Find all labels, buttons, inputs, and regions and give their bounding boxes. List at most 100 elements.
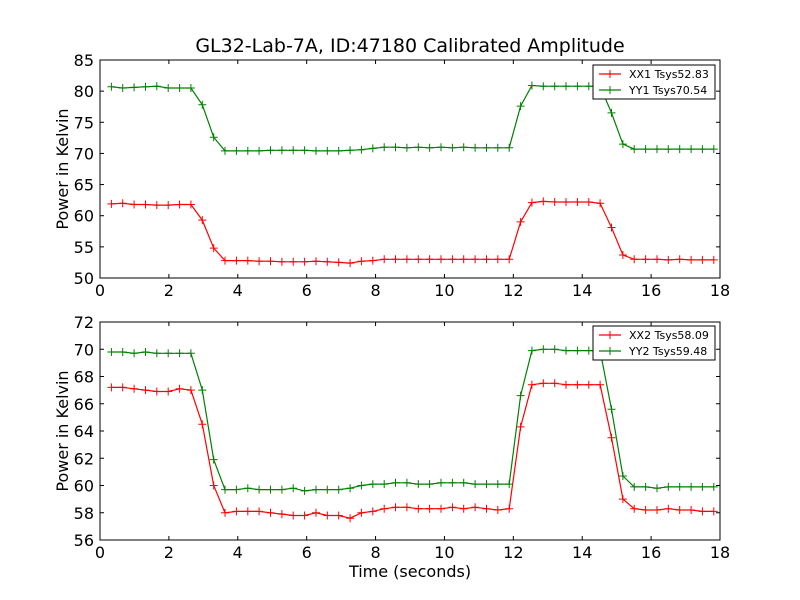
data-point (152, 387, 161, 396)
data-point (198, 420, 207, 429)
data-point (550, 82, 559, 91)
data-point (118, 84, 127, 92)
legend-marker (606, 347, 614, 355)
data-point (459, 504, 468, 513)
data-point (584, 82, 593, 91)
data-point (425, 255, 434, 264)
data-point (562, 346, 570, 355)
x-tick-label: 10 (434, 543, 454, 562)
data-point (675, 506, 684, 514)
y-tick-label: 70 (74, 144, 94, 163)
data-point (243, 484, 252, 493)
data-point (653, 145, 661, 154)
y-tick-label: 72 (74, 313, 94, 332)
data-point (368, 507, 377, 516)
data-point (266, 508, 275, 517)
data-point (175, 200, 184, 209)
data-point (550, 345, 559, 354)
legend-box (592, 64, 716, 100)
legend-marker (606, 70, 614, 78)
data-point (289, 257, 298, 266)
data-point (346, 514, 355, 523)
legend: XX2 Tsys58.09 YY2 Tsys59.48 (592, 325, 716, 361)
data-point (277, 257, 286, 266)
data-point (618, 495, 627, 504)
data-point (209, 455, 218, 464)
data-point (175, 84, 184, 92)
x-tick-label: 18 (710, 543, 730, 562)
x-tick-label: 2 (164, 281, 174, 300)
data-point (232, 507, 241, 516)
series-line-2 (111, 348, 714, 492)
y-tick-label: 50 (74, 269, 94, 288)
data-point (402, 143, 411, 152)
data-point (198, 386, 207, 395)
data-point (516, 217, 525, 226)
data-point (653, 506, 661, 514)
data-point (243, 146, 252, 155)
data-point (346, 146, 355, 155)
data-point (607, 108, 616, 117)
data-point (493, 255, 502, 264)
legend-marker (606, 331, 614, 339)
data-point (346, 484, 355, 493)
data-point (562, 380, 570, 389)
legend: XX1 Tsys52.83 YY1 Tsys70.54 (592, 64, 716, 100)
data-point (414, 504, 423, 513)
data-point (277, 510, 286, 519)
y-axis-label: Power in Kelvin (53, 108, 72, 229)
data-point (425, 143, 434, 152)
data-point (232, 485, 241, 494)
x-tick-label: 18 (710, 281, 730, 300)
data-point (459, 143, 468, 152)
series-line-1 (111, 382, 714, 519)
data-point (255, 507, 264, 516)
data-point (323, 485, 332, 494)
data-point (607, 433, 616, 442)
data-point (323, 146, 332, 155)
data-point (357, 481, 366, 490)
data-point (368, 144, 377, 153)
data-point (391, 255, 400, 264)
data-point (641, 145, 650, 154)
data-point (277, 146, 286, 155)
data-point (709, 255, 718, 264)
data-point (505, 143, 514, 152)
data-point (164, 84, 173, 92)
data-point (334, 485, 343, 494)
data-point (334, 258, 343, 267)
data-point (266, 257, 275, 266)
data-point (437, 255, 445, 264)
data-point (471, 255, 480, 264)
data-point (255, 485, 264, 494)
data-point (471, 503, 480, 512)
data-point (573, 198, 582, 206)
data-point (641, 255, 650, 264)
data-point (266, 146, 275, 155)
x-tick-label: 12 (503, 543, 523, 562)
data-point (141, 82, 150, 91)
data-point (186, 200, 195, 209)
data-point (687, 255, 696, 264)
top-panel: 0 2 4 6 8 10 12 14 16 18 50 55 60 65 70 75 80 85 GL32-Lab-… (53, 35, 730, 300)
data-point (653, 484, 661, 493)
legend-entry: YY2 Tsys59.48 (628, 345, 707, 358)
data-point (653, 255, 661, 264)
data-point (664, 504, 673, 513)
legend-entry: XX2 Tsys58.09 (629, 329, 709, 342)
data-point (709, 507, 718, 516)
data-point (675, 145, 684, 154)
data-point (368, 256, 377, 265)
data-point (402, 255, 411, 264)
x-tick-label: 12 (503, 281, 523, 300)
data-point (664, 145, 673, 154)
x-tick-label: 16 (641, 281, 661, 300)
data-point (550, 198, 559, 206)
data-point (130, 200, 139, 209)
legend-entry: YY1 Tsys70.54 (628, 84, 707, 97)
data-point (505, 480, 514, 489)
data-point (482, 504, 491, 513)
series-line-2 (111, 84, 714, 152)
data-point (448, 503, 457, 512)
